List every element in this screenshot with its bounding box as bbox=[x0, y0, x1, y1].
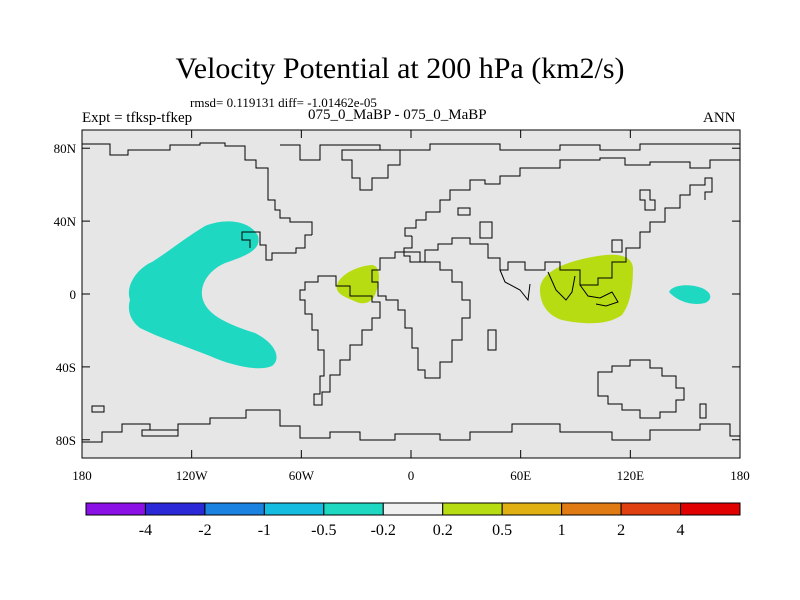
colorbar-label: -2 bbox=[198, 522, 211, 539]
colorbar-label: -0.5 bbox=[311, 522, 336, 539]
lon-tick-label: 60E bbox=[510, 468, 531, 483]
stats-text: rmsd= 0.119131 diff= -1.01462e-05 bbox=[190, 95, 377, 110]
colorbar-swatch bbox=[382, 502, 444, 516]
colorbar-label: 4 bbox=[677, 522, 685, 539]
lat-tick-label: 80S bbox=[56, 433, 76, 448]
positive-anomaly-atlantic bbox=[336, 265, 379, 304]
coastlines bbox=[82, 142, 740, 443]
lat-tick-label: 40N bbox=[54, 214, 77, 229]
lat-tick-label: 80N bbox=[54, 141, 77, 156]
lon-tick-label: 0 bbox=[408, 468, 415, 483]
colorbar-swatch bbox=[620, 502, 682, 516]
negative-anomaly-west-pacific bbox=[669, 285, 711, 304]
experiment-label: Expt = tfksp-tfkep bbox=[82, 110, 193, 126]
colorbar-swatch bbox=[680, 502, 741, 516]
negative-anomaly-east-pacific bbox=[128, 221, 277, 369]
lon-tick-label: 60W bbox=[289, 468, 315, 483]
colorbar-swatch bbox=[204, 502, 265, 516]
colorbar-label: 2 bbox=[617, 522, 625, 539]
lat-tick-label: 40S bbox=[56, 360, 76, 375]
colorbar-label: 0.2 bbox=[433, 522, 453, 539]
plot-title: Velocity Potential at 200 hPa (km2/s) bbox=[175, 52, 625, 85]
colorbar-label: 0.5 bbox=[492, 522, 512, 539]
colorbar-swatch bbox=[85, 502, 146, 516]
colorbar-swatch bbox=[263, 502, 325, 516]
positive-anomaly-indian-ocean bbox=[540, 254, 633, 324]
colorbar-swatch bbox=[501, 502, 563, 516]
colorbar-swatch bbox=[144, 502, 206, 516]
colorbar-swatch bbox=[561, 502, 622, 516]
colorbar-label: -0.2 bbox=[371, 522, 396, 539]
season-label: ANN bbox=[703, 110, 736, 126]
colorbar-label: -1 bbox=[258, 522, 271, 539]
colorbar-label: 1 bbox=[558, 522, 566, 539]
lon-tick-label: 120E bbox=[617, 468, 645, 483]
colorbar-swatch bbox=[323, 502, 384, 516]
lon-tick-label: 180 bbox=[730, 468, 750, 483]
lon-tick-label: 120W bbox=[176, 468, 209, 483]
longitude-ticks: 180 120W 60W 0 60E 120E 180 bbox=[72, 130, 750, 483]
colorbar bbox=[85, 502, 741, 516]
lat-tick-label: 0 bbox=[70, 287, 77, 302]
colorbar-label: -4 bbox=[139, 522, 152, 539]
colorbar-swatch bbox=[442, 502, 503, 516]
latitude-ticks: 80N 40N 0 40S 80S bbox=[54, 141, 740, 448]
lon-tick-label: 180 bbox=[72, 468, 92, 483]
case-comparison-label: 075_0_MaBP - 075_0_MaBP bbox=[308, 107, 487, 123]
colorbar-labels: -4 -2 -1 -0.5 -0.2 0.2 0.5 1 2 4 bbox=[139, 522, 685, 539]
